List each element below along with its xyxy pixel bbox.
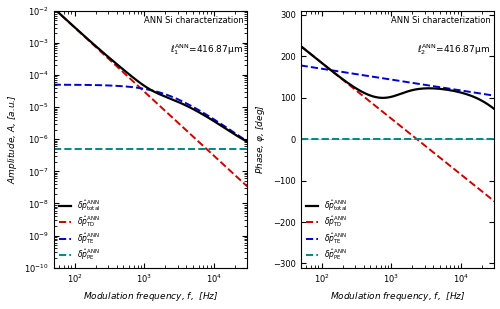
Text: ANN Si characterization: ANN Si characterization [391,16,490,25]
Text: $\ell_1^{\mathrm{ANN}}$=416.87μm: $\ell_1^{\mathrm{ANN}}$=416.87μm [170,42,244,57]
Y-axis label: Amplitude, $A$, [a.u.]: Amplitude, $A$, [a.u.] [6,94,18,184]
X-axis label: Modulation frequency, $f$,  [Hz]: Modulation frequency, $f$, [Hz] [330,290,466,303]
Legend: $\delta\hat{p}^{\mathrm{ANN}}_{\mathrm{total}}$, $\delta\hat{p}^{\mathrm{ANN}}_{: $\delta\hat{p}^{\mathrm{ANN}}_{\mathrm{t… [58,196,102,264]
Text: ANN Si characterization: ANN Si characterization [144,16,244,25]
Legend: $\delta\hat{p}^{\mathrm{ANN}}_{\mathrm{total}}$, $\delta\hat{p}^{\mathrm{ANN}}_{: $\delta\hat{p}^{\mathrm{ANN}}_{\mathrm{t… [304,196,349,264]
X-axis label: Modulation frequency, $f$,  [Hz]: Modulation frequency, $f$, [Hz] [82,290,218,303]
Text: $\ell_2^{\mathrm{ANN}}$=416.87μm: $\ell_2^{\mathrm{ANN}}$=416.87μm [418,42,490,57]
Y-axis label: Phase, $\varphi$, [deg]: Phase, $\varphi$, [deg] [254,104,268,174]
